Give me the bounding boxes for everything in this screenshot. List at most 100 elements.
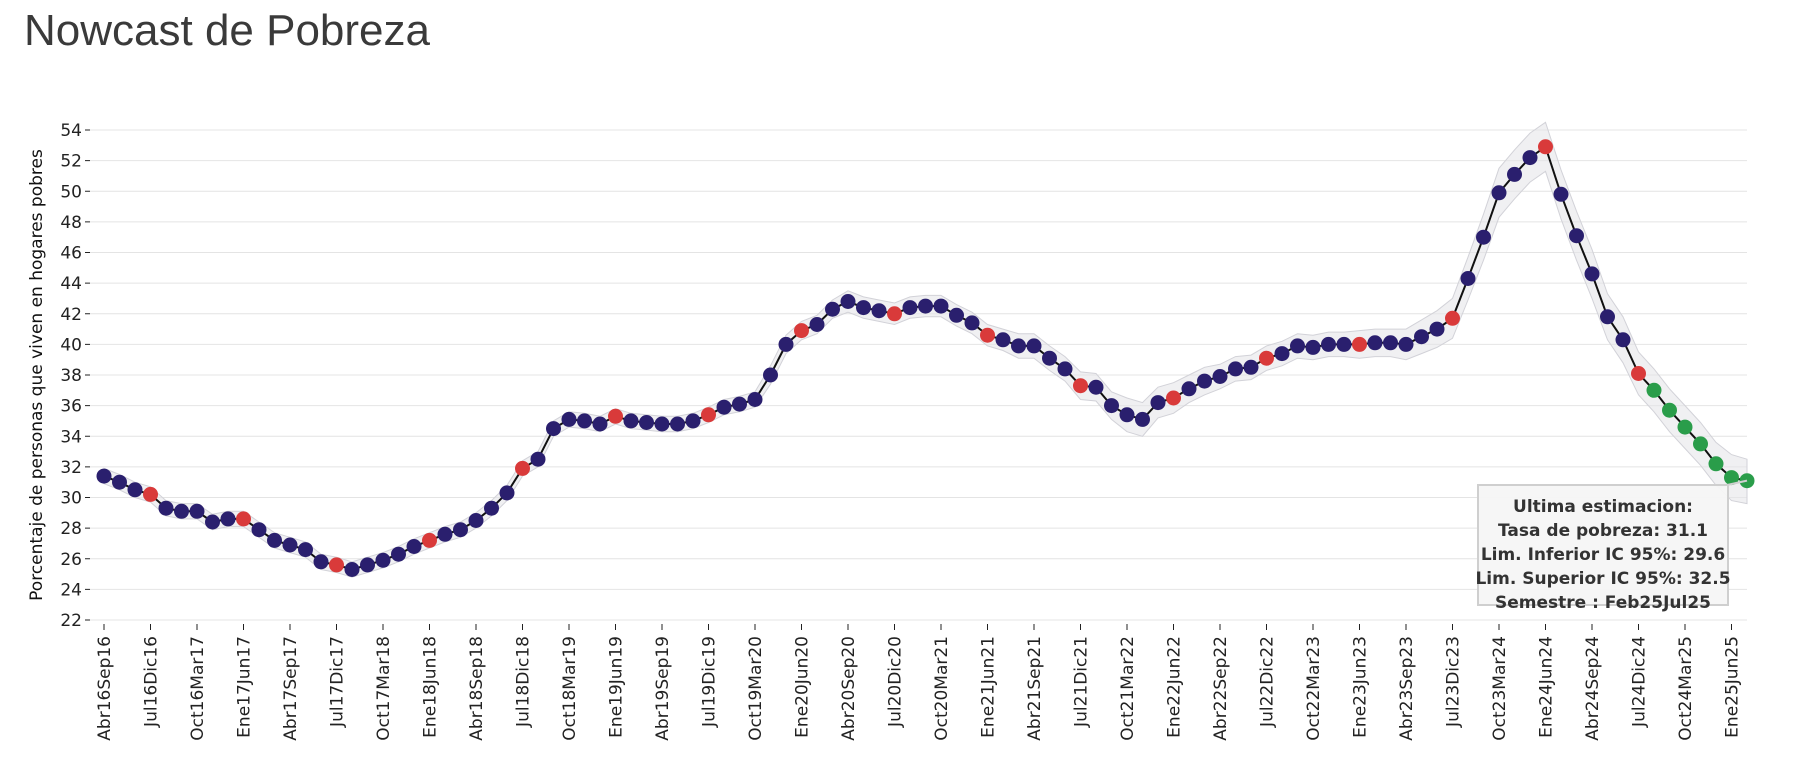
data-point[interactable] <box>1228 361 1243 377</box>
data-point[interactable] <box>716 399 732 415</box>
data-point[interactable] <box>96 468 112 484</box>
data-point[interactable] <box>1321 336 1336 352</box>
data-point[interactable] <box>1383 335 1398 351</box>
data-point[interactable] <box>840 294 856 309</box>
data-point-recent[interactable] <box>1708 456 1724 472</box>
data-point[interactable] <box>871 303 887 319</box>
data-point[interactable] <box>747 392 763 407</box>
data-point[interactable] <box>220 511 236 527</box>
data-point-highlight[interactable] <box>1538 139 1553 155</box>
data-point[interactable] <box>1569 228 1584 244</box>
data-point-highlight[interactable] <box>608 408 623 424</box>
data-point[interactable] <box>1057 361 1073 377</box>
data-point[interactable] <box>437 526 453 542</box>
data-point[interactable] <box>1026 338 1042 354</box>
data-point[interactable] <box>546 421 561 437</box>
data-point-highlight[interactable] <box>422 532 437 548</box>
data-point[interactable] <box>592 416 608 432</box>
data-point[interactable] <box>1243 359 1259 375</box>
data-point[interactable] <box>995 332 1011 348</box>
data-point[interactable] <box>282 537 298 553</box>
data-point-recent[interactable] <box>1677 419 1693 435</box>
data-point[interactable] <box>778 336 794 352</box>
data-point[interactable] <box>1119 407 1135 423</box>
data-point[interactable] <box>189 503 205 519</box>
data-point[interactable] <box>174 503 189 519</box>
data-point[interactable] <box>856 300 871 316</box>
data-point-highlight[interactable] <box>1445 310 1460 326</box>
data-point[interactable] <box>1197 373 1212 389</box>
data-point[interactable] <box>112 474 127 490</box>
data-point[interactable] <box>1088 379 1104 395</box>
data-point[interactable] <box>1135 411 1150 427</box>
data-point[interactable] <box>1274 346 1290 362</box>
data-point[interactable] <box>530 451 546 467</box>
data-point[interactable] <box>809 317 825 332</box>
data-point[interactable] <box>1150 395 1166 411</box>
data-point[interactable] <box>732 396 747 412</box>
data-point[interactable] <box>685 413 701 429</box>
data-point[interactable] <box>499 485 515 501</box>
data-point-highlight[interactable] <box>701 407 716 423</box>
data-point[interactable] <box>933 298 949 314</box>
data-point[interactable] <box>964 315 980 331</box>
data-point[interactable] <box>1615 332 1631 348</box>
data-point-highlight[interactable] <box>143 486 158 502</box>
data-point-highlight[interactable] <box>887 306 902 322</box>
data-point-recent[interactable] <box>1724 470 1739 486</box>
data-point[interactable] <box>1414 329 1429 345</box>
data-point-highlight[interactable] <box>515 460 530 476</box>
data-point[interactable] <box>1011 338 1026 354</box>
data-point[interactable] <box>1584 266 1600 282</box>
data-point[interactable] <box>1429 321 1445 337</box>
data-point-recent[interactable] <box>1646 382 1662 398</box>
data-point[interactable] <box>1212 369 1228 384</box>
data-point[interactable] <box>1398 336 1414 352</box>
data-point[interactable] <box>825 301 840 317</box>
data-point[interactable] <box>902 300 918 316</box>
data-point[interactable] <box>1522 150 1538 166</box>
data-point-recent[interactable] <box>1693 436 1708 452</box>
data-point-highlight[interactable] <box>794 323 809 339</box>
data-point-highlight[interactable] <box>980 327 995 343</box>
data-point[interactable] <box>375 552 391 568</box>
data-point[interactable] <box>623 413 639 429</box>
data-point[interactable] <box>127 482 143 498</box>
data-point[interactable] <box>1336 336 1352 352</box>
data-point[interactable] <box>484 500 499 516</box>
data-point[interactable] <box>639 415 654 430</box>
data-point[interactable] <box>1305 339 1321 355</box>
data-point[interactable] <box>1181 381 1197 397</box>
data-point[interactable] <box>468 513 484 528</box>
data-point[interactable] <box>205 514 220 530</box>
data-point-highlight[interactable] <box>1166 390 1181 406</box>
data-point-highlight[interactable] <box>236 511 251 527</box>
data-point[interactable] <box>406 539 422 554</box>
data-point-recent[interactable] <box>1662 402 1677 418</box>
data-point[interactable] <box>344 562 360 577</box>
data-point-highlight[interactable] <box>1073 378 1088 394</box>
data-point[interactable] <box>360 557 375 573</box>
data-point[interactable] <box>577 413 592 429</box>
data-point[interactable] <box>1290 338 1305 354</box>
data-point[interactable] <box>1460 271 1476 286</box>
data-point-highlight[interactable] <box>1631 366 1646 381</box>
data-point[interactable] <box>1553 186 1569 202</box>
data-point[interactable] <box>313 554 329 570</box>
data-point[interactable] <box>391 546 406 562</box>
data-point[interactable] <box>1507 166 1522 182</box>
data-points[interactable] <box>96 139 1755 577</box>
data-point[interactable] <box>1104 398 1119 414</box>
data-point[interactable] <box>1476 229 1491 245</box>
data-point[interactable] <box>298 542 313 558</box>
data-point[interactable] <box>654 416 670 432</box>
data-point[interactable] <box>251 522 267 538</box>
data-point[interactable] <box>670 416 685 432</box>
data-point[interactable] <box>267 532 282 548</box>
data-point-highlight[interactable] <box>1352 336 1367 352</box>
data-point[interactable] <box>158 500 174 516</box>
data-point[interactable] <box>1042 350 1057 366</box>
data-point[interactable] <box>561 411 577 427</box>
data-point[interactable] <box>453 522 468 538</box>
